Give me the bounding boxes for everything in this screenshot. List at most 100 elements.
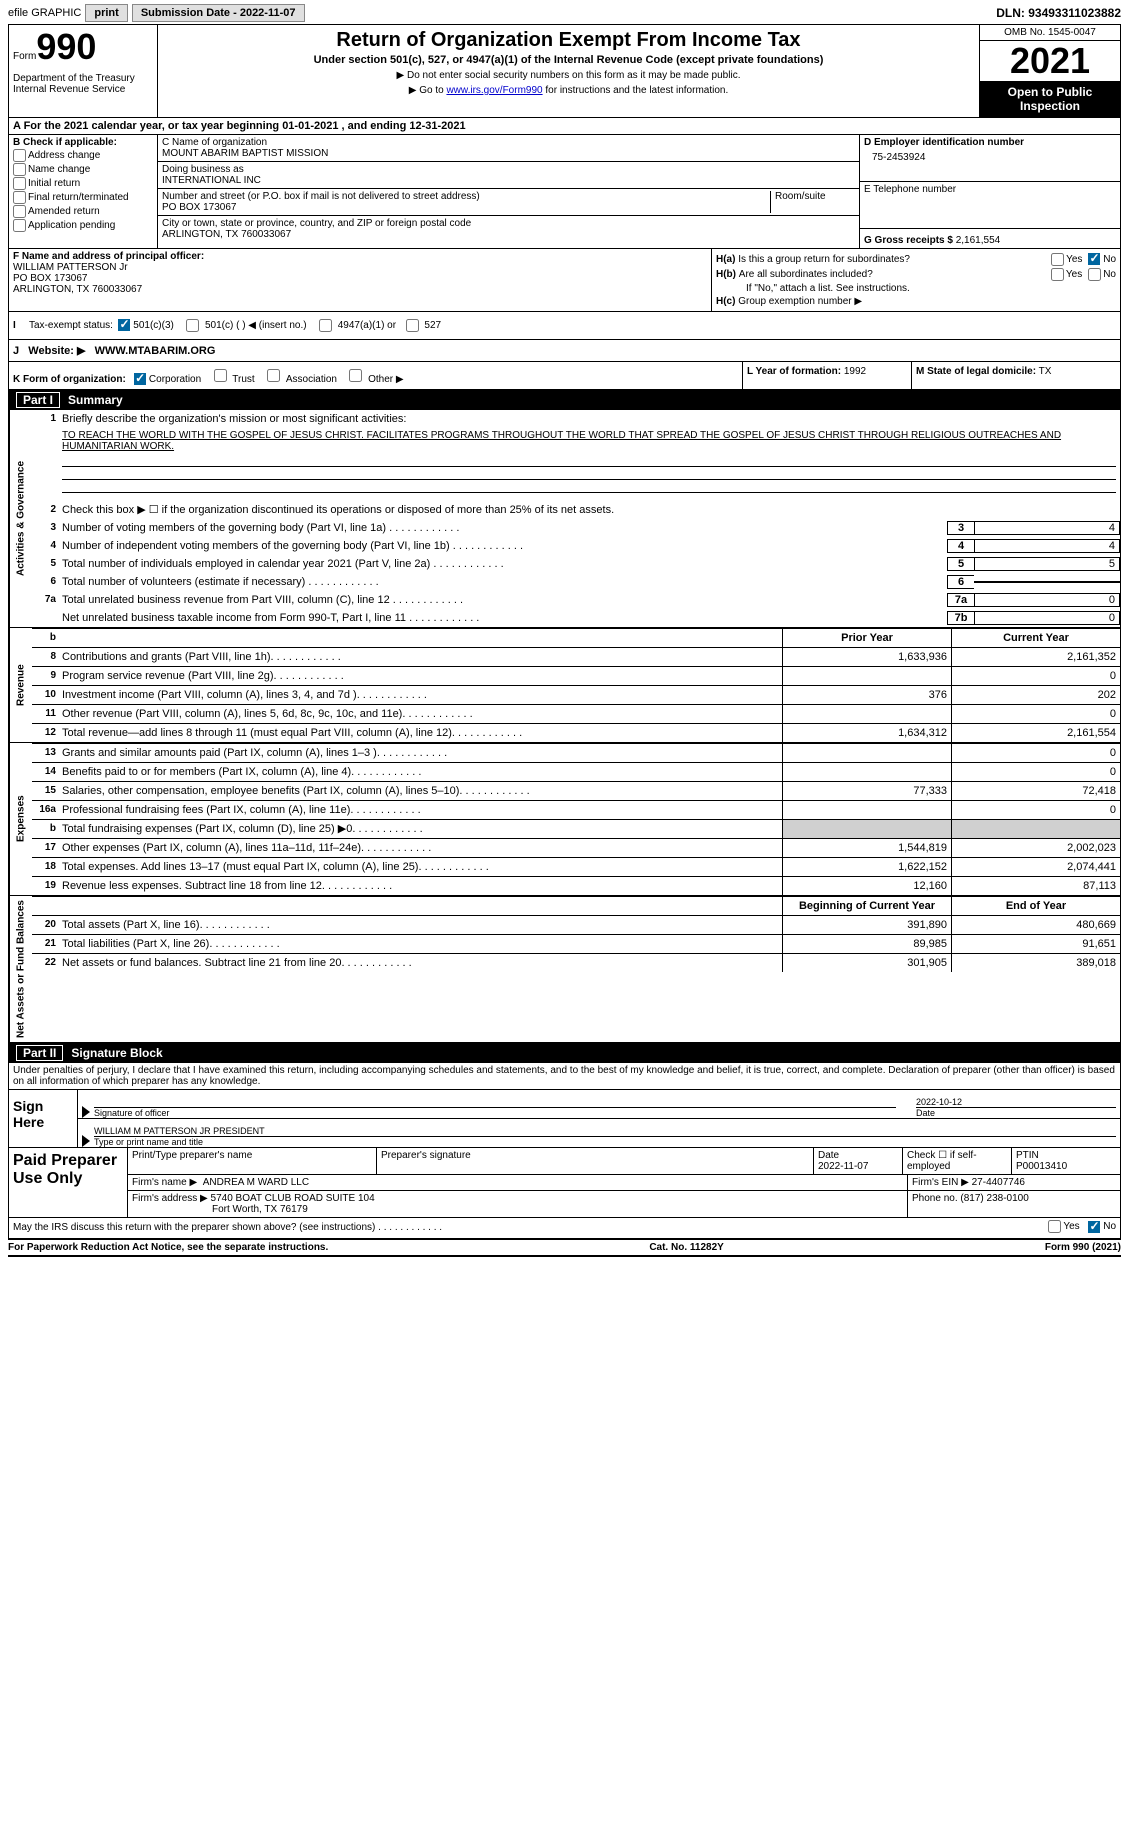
current-value: 2,161,352 xyxy=(951,648,1120,666)
irs-link[interactable]: www.irs.gov/Form990 xyxy=(446,85,542,96)
ha-yes-checkbox[interactable] xyxy=(1051,253,1064,266)
page-footer: For Paperwork Reduction Act Notice, see … xyxy=(8,1239,1121,1257)
prior-value: 89,985 xyxy=(782,935,951,953)
line-7b-text: Net unrelated business taxable income fr… xyxy=(60,612,947,624)
print-button[interactable]: print xyxy=(85,4,127,22)
row-text: Total expenses. Add lines 13–17 (must eq… xyxy=(60,858,782,876)
current-value: 2,002,023 xyxy=(951,839,1120,857)
row-text: Total liabilities (Part X, line 26) xyxy=(60,935,782,953)
part-1-num: Part I xyxy=(16,392,60,408)
discuss-yes-checkbox[interactable] xyxy=(1048,1220,1061,1233)
row-text: Other revenue (Part VIII, column (A), li… xyxy=(60,705,782,723)
data-row: 11Other revenue (Part VIII, column (A), … xyxy=(32,704,1120,723)
form-label: Form xyxy=(13,51,36,62)
prior-value xyxy=(782,667,951,685)
org-name: MOUNT ABARIM BAPTIST MISSION xyxy=(162,148,855,159)
row-text: Total revenue—add lines 8 through 11 (mu… xyxy=(60,724,782,742)
row-num: 18 xyxy=(32,858,60,876)
name-change-label: Name change xyxy=(28,164,90,175)
data-row: bTotal fundraising expenses (Part IX, co… xyxy=(32,819,1120,838)
current-value: 0 xyxy=(951,744,1120,762)
line-6-val xyxy=(974,581,1120,583)
current-value: 2,074,441 xyxy=(951,858,1120,876)
street-label: Number and street (or P.O. box if mail i… xyxy=(162,191,766,202)
line-7b-box: 7b xyxy=(947,611,974,625)
prior-year-header: Prior Year xyxy=(782,629,951,647)
prior-value: 391,890 xyxy=(782,916,951,934)
submission-date-button[interactable]: Submission Date - 2022-11-07 xyxy=(132,4,305,22)
application-pending-checkbox[interactable] xyxy=(13,219,26,232)
ein-label: D Employer identification number xyxy=(864,137,1116,148)
line-4-text: Number of independent voting members of … xyxy=(60,540,947,552)
line-3-val: 4 xyxy=(974,521,1120,535)
officer-group-row: F Name and address of principal officer:… xyxy=(8,249,1121,312)
data-row: 13Grants and similar amounts paid (Part … xyxy=(32,743,1120,762)
gross-value: 2,161,554 xyxy=(956,235,1001,246)
dba-value: INTERNATIONAL INC xyxy=(162,175,855,186)
part-1-header: Part I Summary xyxy=(8,390,1121,410)
prior-value: 301,905 xyxy=(782,954,951,972)
hb-no-checkbox[interactable] xyxy=(1088,268,1101,281)
line-4-num: 4 xyxy=(32,540,60,551)
line-6-box: 6 xyxy=(947,575,974,589)
prior-value: 1,634,312 xyxy=(782,724,951,742)
form-note-2: ▶ Go to www.irs.gov/Form990 for instruct… xyxy=(166,85,971,96)
note2-post: for instructions and the latest informat… xyxy=(543,85,729,96)
current-value: 0 xyxy=(951,667,1120,685)
mission-prompt: Briefly describe the organization's miss… xyxy=(60,413,1120,425)
opt-other: Other ▶ xyxy=(368,374,403,385)
form-number: 990 xyxy=(36,26,96,67)
row-num: 21 xyxy=(32,935,60,953)
form-org-row: K Form of organization: Corporation Trus… xyxy=(8,362,1121,390)
address-change-checkbox[interactable] xyxy=(13,149,26,162)
opt-501c3: 501(c)(3) xyxy=(133,320,174,331)
hb-prefix: H(b) xyxy=(716,269,736,280)
prior-value xyxy=(782,705,951,723)
m-value: TX xyxy=(1039,366,1052,377)
name-change-checkbox[interactable] xyxy=(13,163,26,176)
line-3-num: 3 xyxy=(32,522,60,533)
ha-label: Is this a group return for subordinates? xyxy=(738,254,1045,265)
line-2-text: Check this box ▶ ☐ if the organization d… xyxy=(60,503,1120,516)
amended-return-checkbox[interactable] xyxy=(13,205,26,218)
data-row: 12Total revenue—add lines 8 through 11 (… xyxy=(32,723,1120,742)
row-num: 15 xyxy=(32,782,60,800)
association-checkbox[interactable] xyxy=(267,369,280,382)
final-return-checkbox[interactable] xyxy=(13,191,26,204)
501c-checkbox[interactable] xyxy=(186,319,199,332)
officer-addr1: PO BOX 173067 xyxy=(13,273,88,284)
signature-block: Under penalties of perjury, I declare th… xyxy=(8,1063,1121,1218)
initial-return-checkbox[interactable] xyxy=(13,177,26,190)
4947-checkbox[interactable] xyxy=(319,319,332,332)
sig-date-label: Date xyxy=(916,1107,1116,1118)
line-2-num: 2 xyxy=(32,504,60,515)
ptin-label: PTIN xyxy=(1016,1150,1039,1161)
trust-checkbox[interactable] xyxy=(214,369,227,382)
paid-preparer-label: Paid Preparer Use Only xyxy=(9,1148,128,1217)
phone-label: E Telephone number xyxy=(864,184,1116,195)
prep-date-label: Date xyxy=(818,1150,839,1161)
prep-name-label: Print/Type preparer's name xyxy=(128,1148,377,1174)
data-row: 14Benefits paid to or for members (Part … xyxy=(32,762,1120,781)
ptin-value: P00013410 xyxy=(1016,1161,1067,1172)
firm-phone-value: (817) 238-0100 xyxy=(960,1193,1028,1204)
527-checkbox[interactable] xyxy=(406,319,419,332)
sig-officer-label: Signature of officer xyxy=(94,1107,896,1118)
line-3-text: Number of voting members of the governin… xyxy=(60,522,947,534)
website-row: J Website: ▶ WWW.MTABARIM.ORG xyxy=(8,340,1121,362)
ha-no-checked-icon xyxy=(1088,253,1100,265)
sign-here-label: Sign Here xyxy=(9,1090,78,1147)
m-label: M State of legal domicile: xyxy=(916,366,1036,377)
opt-527: 527 xyxy=(424,320,441,331)
officer-name: WILLIAM PATTERSON Jr xyxy=(13,262,128,273)
prior-value: 77,333 xyxy=(782,782,951,800)
hb-yes-checkbox[interactable] xyxy=(1051,268,1064,281)
current-value: 0 xyxy=(951,705,1120,723)
opt-assoc: Association xyxy=(286,374,337,385)
other-checkbox[interactable] xyxy=(349,369,362,382)
current-value xyxy=(951,820,1120,838)
net-assets-section: Net Assets or Fund Balances Beginning of… xyxy=(8,896,1121,1043)
hb-label: Are all subordinates included? xyxy=(739,269,1045,280)
discuss-no-checked-icon xyxy=(1088,1221,1100,1233)
row-text: Program service revenue (Part VIII, line… xyxy=(60,667,782,685)
